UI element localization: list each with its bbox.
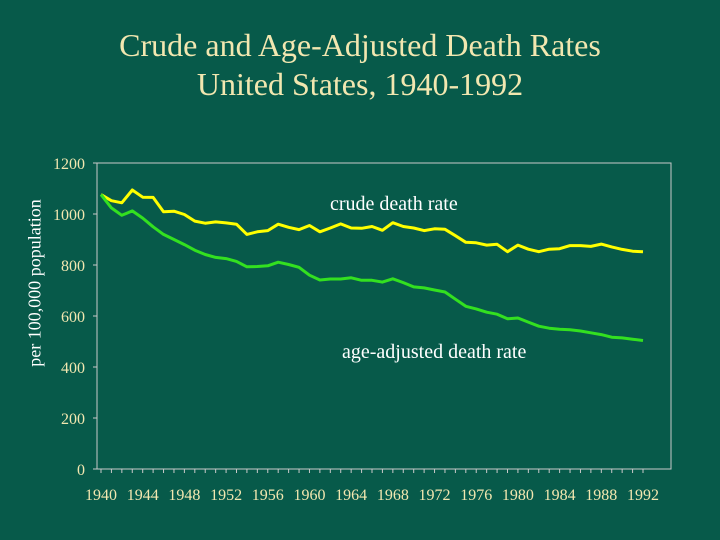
y-tick-label: 1200 [53, 156, 85, 173]
chart-subtitle: United States, 1940-1992 [196, 66, 524, 102]
x-tick-label: 1952 [210, 487, 242, 504]
x-tick-label: 1964 [335, 487, 367, 504]
x-tick-label: 1948 [168, 487, 200, 504]
x-tick-label: 1984 [544, 487, 576, 504]
y-tick-label: 1000 [53, 207, 85, 224]
x-tick-label: 1956 [252, 487, 284, 504]
chart-title: Crude and Age-Adjusted Death Rates [119, 27, 601, 63]
x-tick-label: 1972 [419, 487, 451, 504]
annotation-age-adjusted-death-rate: age-adjusted death rate [342, 341, 526, 363]
y-tick-label: 400 [61, 360, 85, 377]
series-line-crude-death-rate [100, 188, 644, 254]
annotation-crude-death-rate: crude death rate [330, 193, 458, 215]
x-axis: 1940 1944 1948 1952 1956 1960 1964 1968 1972 1976… [85, 469, 659, 504]
chart-title-block: Crude and Age-Adjusted Death Rates Unite… [0, 26, 720, 104]
x-tick-label: 1944 [127, 487, 159, 504]
y-tick-label: 600 [61, 309, 85, 326]
series-line-age-adjusted-death-rate [99, 193, 644, 342]
series-lines [99, 188, 644, 342]
x-tick-label: 1940 [85, 487, 117, 504]
x-tick-label: 1960 [293, 487, 325, 504]
y-tick-label: 800 [61, 258, 85, 275]
x-tick-label: 1976 [460, 487, 492, 504]
y-axis: 0 200 400 600 800 1000 1200 [53, 156, 97, 479]
x-tick-label: 1980 [502, 487, 534, 504]
y-tick-label: 0 [77, 462, 85, 479]
y-tick-label: 200 [61, 411, 85, 428]
x-tick-label: 1988 [585, 487, 617, 504]
x-tick-label: 1992 [627, 487, 659, 504]
plot-area [96, 162, 672, 470]
x-tick-label: 1968 [377, 487, 409, 504]
